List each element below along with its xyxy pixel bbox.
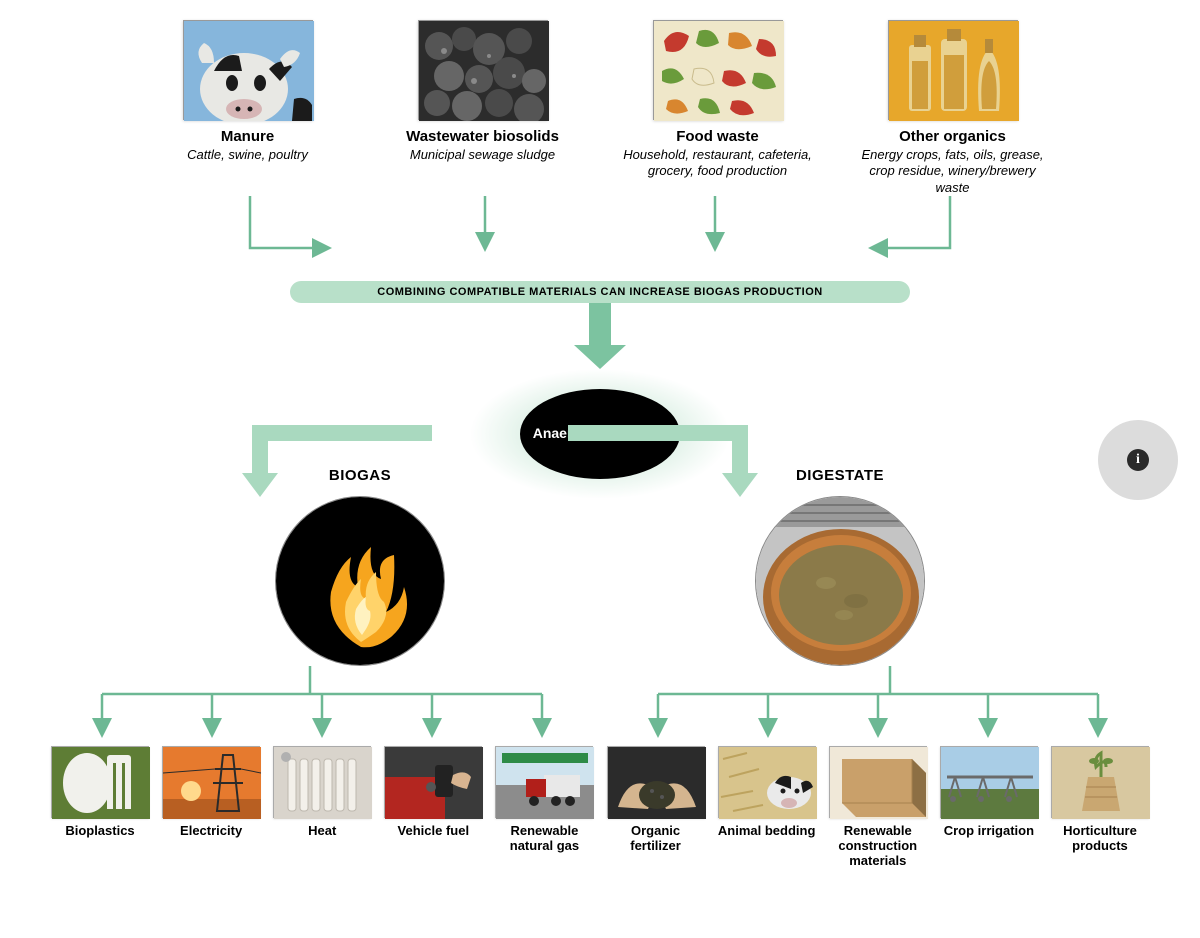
info-icon: i <box>1127 449 1149 471</box>
product-bioplastics: Bioplastics <box>50 746 150 869</box>
product-organic-fertilizer: Organic fertilizer <box>606 746 706 869</box>
manure-title: Manure <box>221 128 274 145</box>
animal-bedding-label: Animal bedding <box>718 824 816 839</box>
rng-image <box>495 746 593 818</box>
electricity-label: Electricity <box>180 824 242 839</box>
other-organics-desc: Energy crops, fats, oils, grease, crop r… <box>855 147 1050 196</box>
crop-irrigation-image <box>940 746 1038 818</box>
electricity-image <box>162 746 260 818</box>
biosolids-desc: Municipal sewage sludge <box>410 147 555 163</box>
food-waste-image <box>653 20 783 120</box>
vehicle-fuel-image <box>384 746 482 818</box>
product-heat: Heat <box>272 746 372 869</box>
process-label: Anaerobic digestion <box>533 425 668 442</box>
biogas-circle <box>275 496 445 666</box>
input-food-waste: Food waste Household, restaurant, cafete… <box>620 20 815 196</box>
bioplastics-image <box>51 746 149 818</box>
food-waste-desc: Household, restaurant, cafeteria, grocer… <box>620 147 815 180</box>
product-animal-bedding: Animal bedding <box>717 746 817 869</box>
rng-label: Renewable natural gas <box>494 824 594 854</box>
biosolids-title: Wastewater biosolids <box>406 128 559 145</box>
input-other-organics: Other organics Energy crops, fats, oils,… <box>855 20 1050 196</box>
diagram-root: Manure Cattle, swine, poultry Wastewater… <box>50 0 1150 869</box>
product-rng: Renewable natural gas <box>494 746 594 869</box>
bioplastics-label: Bioplastics <box>65 824 134 839</box>
input-connectors <box>150 196 1050 281</box>
input-biosolids: Wastewater biosolids Municipal sewage sl… <box>385 20 580 196</box>
products-row: Bioplastics Electricity <box>50 746 1150 869</box>
other-organics-image <box>888 20 1018 120</box>
animal-bedding-image <box>718 746 816 818</box>
food-waste-title: Food waste <box>676 128 759 145</box>
bottom-connectors <box>50 666 1150 746</box>
organic-fertilizer-label: Organic fertilizer <box>606 824 706 854</box>
heat-label: Heat <box>308 824 336 839</box>
organic-fertilizer-image <box>607 746 705 818</box>
vehicle-fuel-label: Vehicle fuel <box>398 824 470 839</box>
info-glyph: i <box>1136 452 1140 468</box>
other-organics-title: Other organics <box>899 128 1006 145</box>
crop-irrigation-label: Crop irrigation <box>944 824 1034 839</box>
biosolids-image <box>418 20 548 120</box>
product-horticulture: Horticulture products <box>1050 746 1150 869</box>
product-vehicle-fuel: Vehicle fuel <box>383 746 483 869</box>
combine-bar: COMBINING COMPATIBLE MATERIALS CAN INCRE… <box>290 281 910 303</box>
product-renewable-construction: Renewable construction materials <box>828 746 928 869</box>
manure-desc: Cattle, swine, poultry <box>187 147 308 163</box>
info-button[interactable]: i <box>1098 420 1178 500</box>
horticulture-label: Horticulture products <box>1050 824 1150 854</box>
big-arrow-down <box>50 303 1150 369</box>
process-wrap: Anaerobic digestion <box>50 369 1150 499</box>
renewable-construction-label: Renewable construction materials <box>828 824 928 869</box>
heat-image <box>273 746 371 818</box>
product-crop-irrigation: Crop irrigation <box>939 746 1039 869</box>
product-electricity: Electricity <box>161 746 261 869</box>
horticulture-image <box>1051 746 1149 818</box>
manure-image <box>183 20 313 120</box>
renewable-construction-image <box>829 746 927 818</box>
inputs-row: Manure Cattle, swine, poultry Wastewater… <box>150 20 1050 196</box>
digestate-circle <box>755 496 925 666</box>
process-node: Anaerobic digestion <box>520 389 680 479</box>
input-manure: Manure Cattle, swine, poultry <box>150 20 345 196</box>
